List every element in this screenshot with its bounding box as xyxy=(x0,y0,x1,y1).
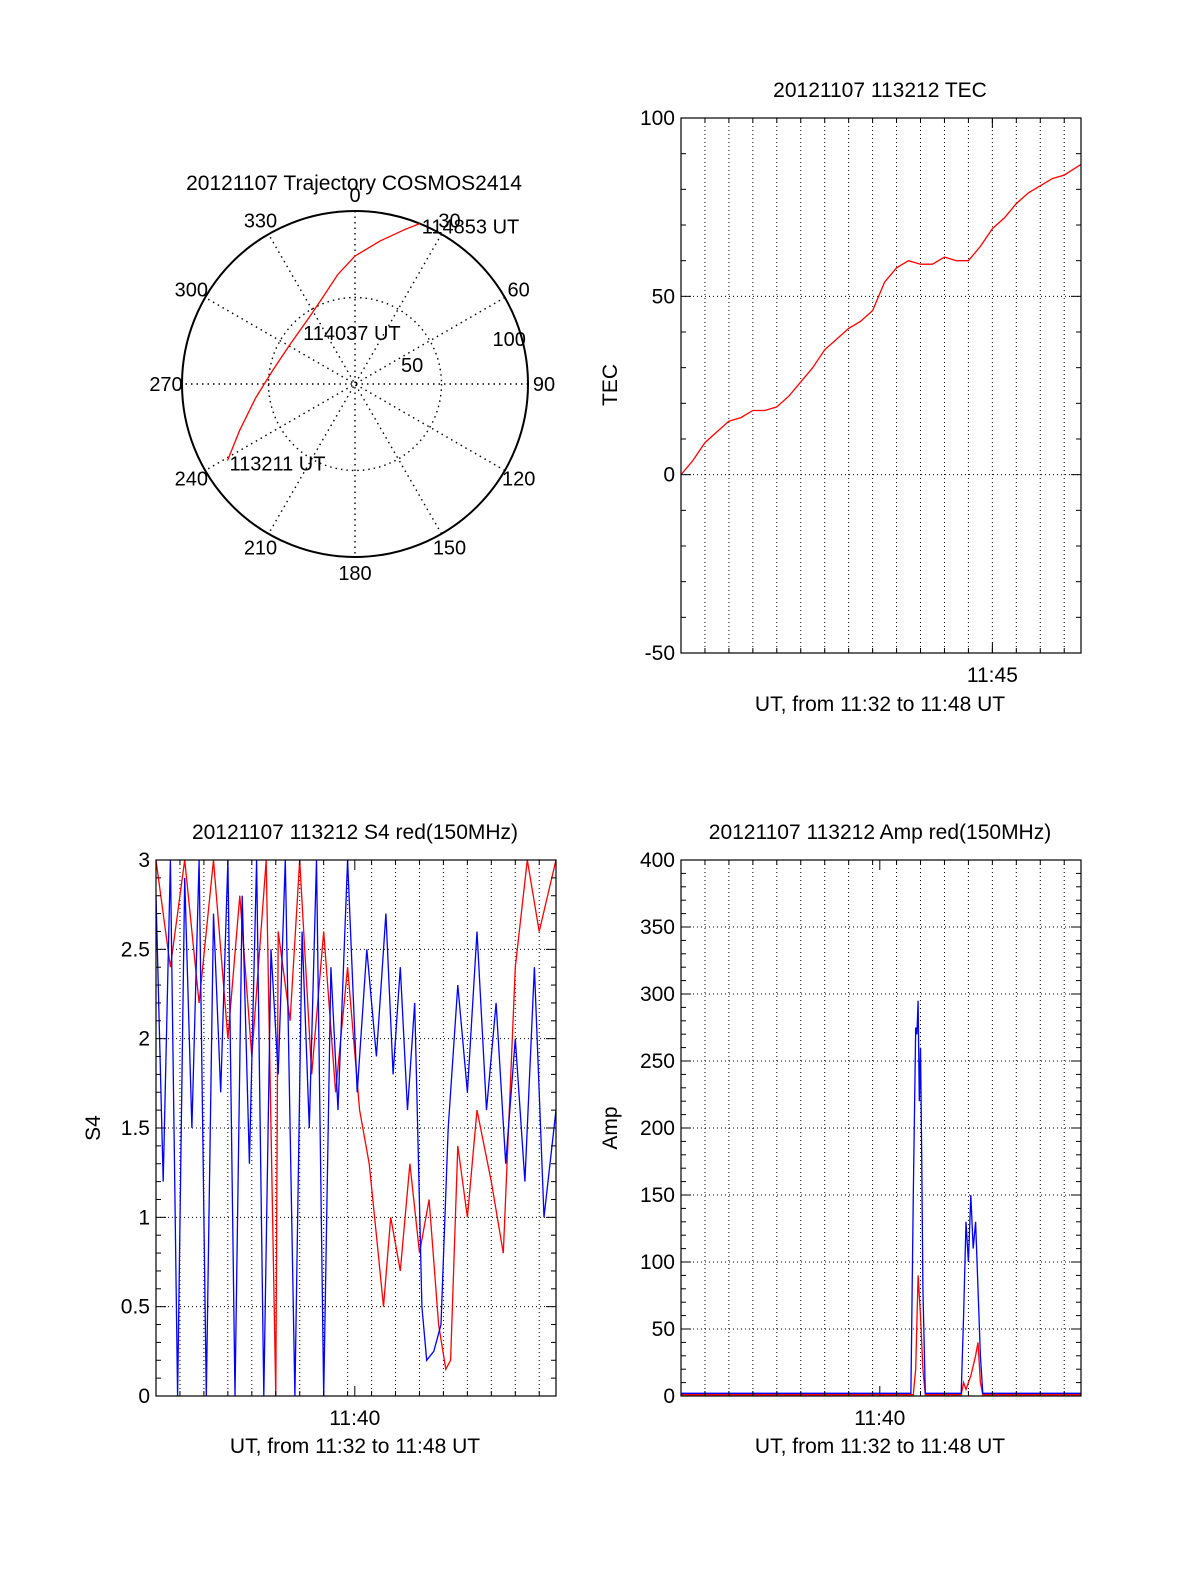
amp-grid xyxy=(681,860,1081,1396)
s4-ylabel: S4 xyxy=(82,1115,105,1141)
s4-xlabel: UT, from 11:32 to 11:48 UT xyxy=(230,1435,480,1458)
trajectory-time-label: 114037 UT xyxy=(303,323,400,345)
s4-panel: 20121107 113212 S4 red(150MHz) UT, from … xyxy=(82,821,557,1458)
polar-radial-label: 50 xyxy=(401,355,423,377)
polar-spoke xyxy=(267,233,443,535)
trajectory-labels: 0 30 60 90 120 150 180 210 240 270 300 330 50 100 1132… xyxy=(149,185,555,585)
polar-angle-label: 300 xyxy=(175,280,208,302)
s4-title: 20121107 113212 S4 red(150MHz) xyxy=(192,821,518,844)
amp-xlabel: UT, from 11:32 to 11:48 UT xyxy=(755,1435,1005,1458)
polar-outer-ring xyxy=(181,210,529,558)
amp-ytick-label: 100 xyxy=(640,1251,675,1274)
amp-xtick-label: 11:40 xyxy=(854,1407,905,1430)
tec-line-0 xyxy=(681,163,1081,476)
polar-radial-label: 100 xyxy=(492,329,525,351)
amp-ytick-label: 300 xyxy=(640,983,675,1006)
s4-ytick-label: 3 xyxy=(138,849,150,872)
trajectory-line xyxy=(226,222,421,461)
tec-ytick-label: 100 xyxy=(640,107,675,130)
s4-xtick-label: 11:40 xyxy=(329,1407,380,1430)
amp-title: 20121107 113212 Amp red(150MHz) xyxy=(709,821,1051,844)
polar-angle-label: 330 xyxy=(244,210,277,232)
trajectory-series xyxy=(226,222,421,461)
polar-angle-label: 0 xyxy=(349,185,360,207)
amp-ytick-label: 400 xyxy=(640,849,675,872)
trajectory-panel: 20121107 Trajectory COSMOS2414 0 30 60 90 12… xyxy=(149,172,555,585)
polar-angle-label: 90 xyxy=(533,374,555,396)
tec-xlabel: UT, from 11:32 to 11:48 UT xyxy=(755,693,1005,716)
polar-angle-label: 240 xyxy=(175,469,208,491)
s4-ytick-label: 2 xyxy=(138,1028,150,1051)
tec-panel: 20121107 113212 TEC UT, from 11:32 to 11… xyxy=(599,79,1082,716)
amp-panel: 20121107 113212 Amp red(150MHz) UT, from… xyxy=(599,821,1082,1458)
amp-ytick-label: 250 xyxy=(640,1050,675,1073)
polar-angle-label: 30 xyxy=(438,210,460,232)
amp-ylabel: Amp xyxy=(599,1106,622,1149)
amp-ytick-label: 200 xyxy=(640,1117,675,1140)
amp-ytick-label: 350 xyxy=(640,916,675,939)
s4-ytick-label: 1.5 xyxy=(121,1117,150,1140)
tec-grid xyxy=(681,118,1081,653)
polar-angle-label: 210 xyxy=(244,538,277,560)
amp-series xyxy=(681,1000,1081,1396)
tec-title: 20121107 113212 TEC xyxy=(773,79,987,102)
tec-ytick-label: -50 xyxy=(645,642,675,665)
tec-ytick-label: 0 xyxy=(663,464,675,487)
tec-ylabel: TEC xyxy=(599,364,622,406)
tec-series xyxy=(681,163,1081,476)
polar-angle-label: 120 xyxy=(502,469,535,491)
s4-line-1 xyxy=(156,860,556,1396)
trajectory-title: 20121107 Trajectory COSMOS2414 xyxy=(186,172,522,195)
polar-angle-label: 60 xyxy=(508,280,530,302)
s4-series xyxy=(156,860,556,1396)
polar-angle-label: 270 xyxy=(149,374,182,396)
polar-angle-label: 150 xyxy=(433,538,466,560)
tec-ytick-label: 50 xyxy=(652,285,675,308)
amp-line-1 xyxy=(681,1000,1081,1394)
trajectory-grid xyxy=(181,210,529,558)
s4-grid xyxy=(156,860,556,1396)
trajectory-time-label: 114853 UT xyxy=(422,217,519,239)
polar-angle-label: 180 xyxy=(338,563,371,585)
s4-ytick-label: 2.5 xyxy=(121,938,150,961)
polar-spoke xyxy=(267,233,443,535)
tec-frame xyxy=(680,117,1082,654)
tec-xtick-label: 11:45 xyxy=(967,664,1018,687)
trajectory-time-label: 113211 UT xyxy=(229,454,325,476)
polar-ring xyxy=(267,296,443,472)
s4-ytick-label: 1 xyxy=(138,1206,150,1229)
amp-ytick-label: 50 xyxy=(652,1318,675,1341)
amp-line-0 xyxy=(681,1275,1081,1396)
s4-ytick-label: 0.5 xyxy=(121,1296,150,1319)
s4-ytick-label: 0 xyxy=(138,1385,150,1408)
amp-ytick-label: 0 xyxy=(663,1385,675,1408)
amp-ytick-label: 150 xyxy=(640,1184,675,1207)
